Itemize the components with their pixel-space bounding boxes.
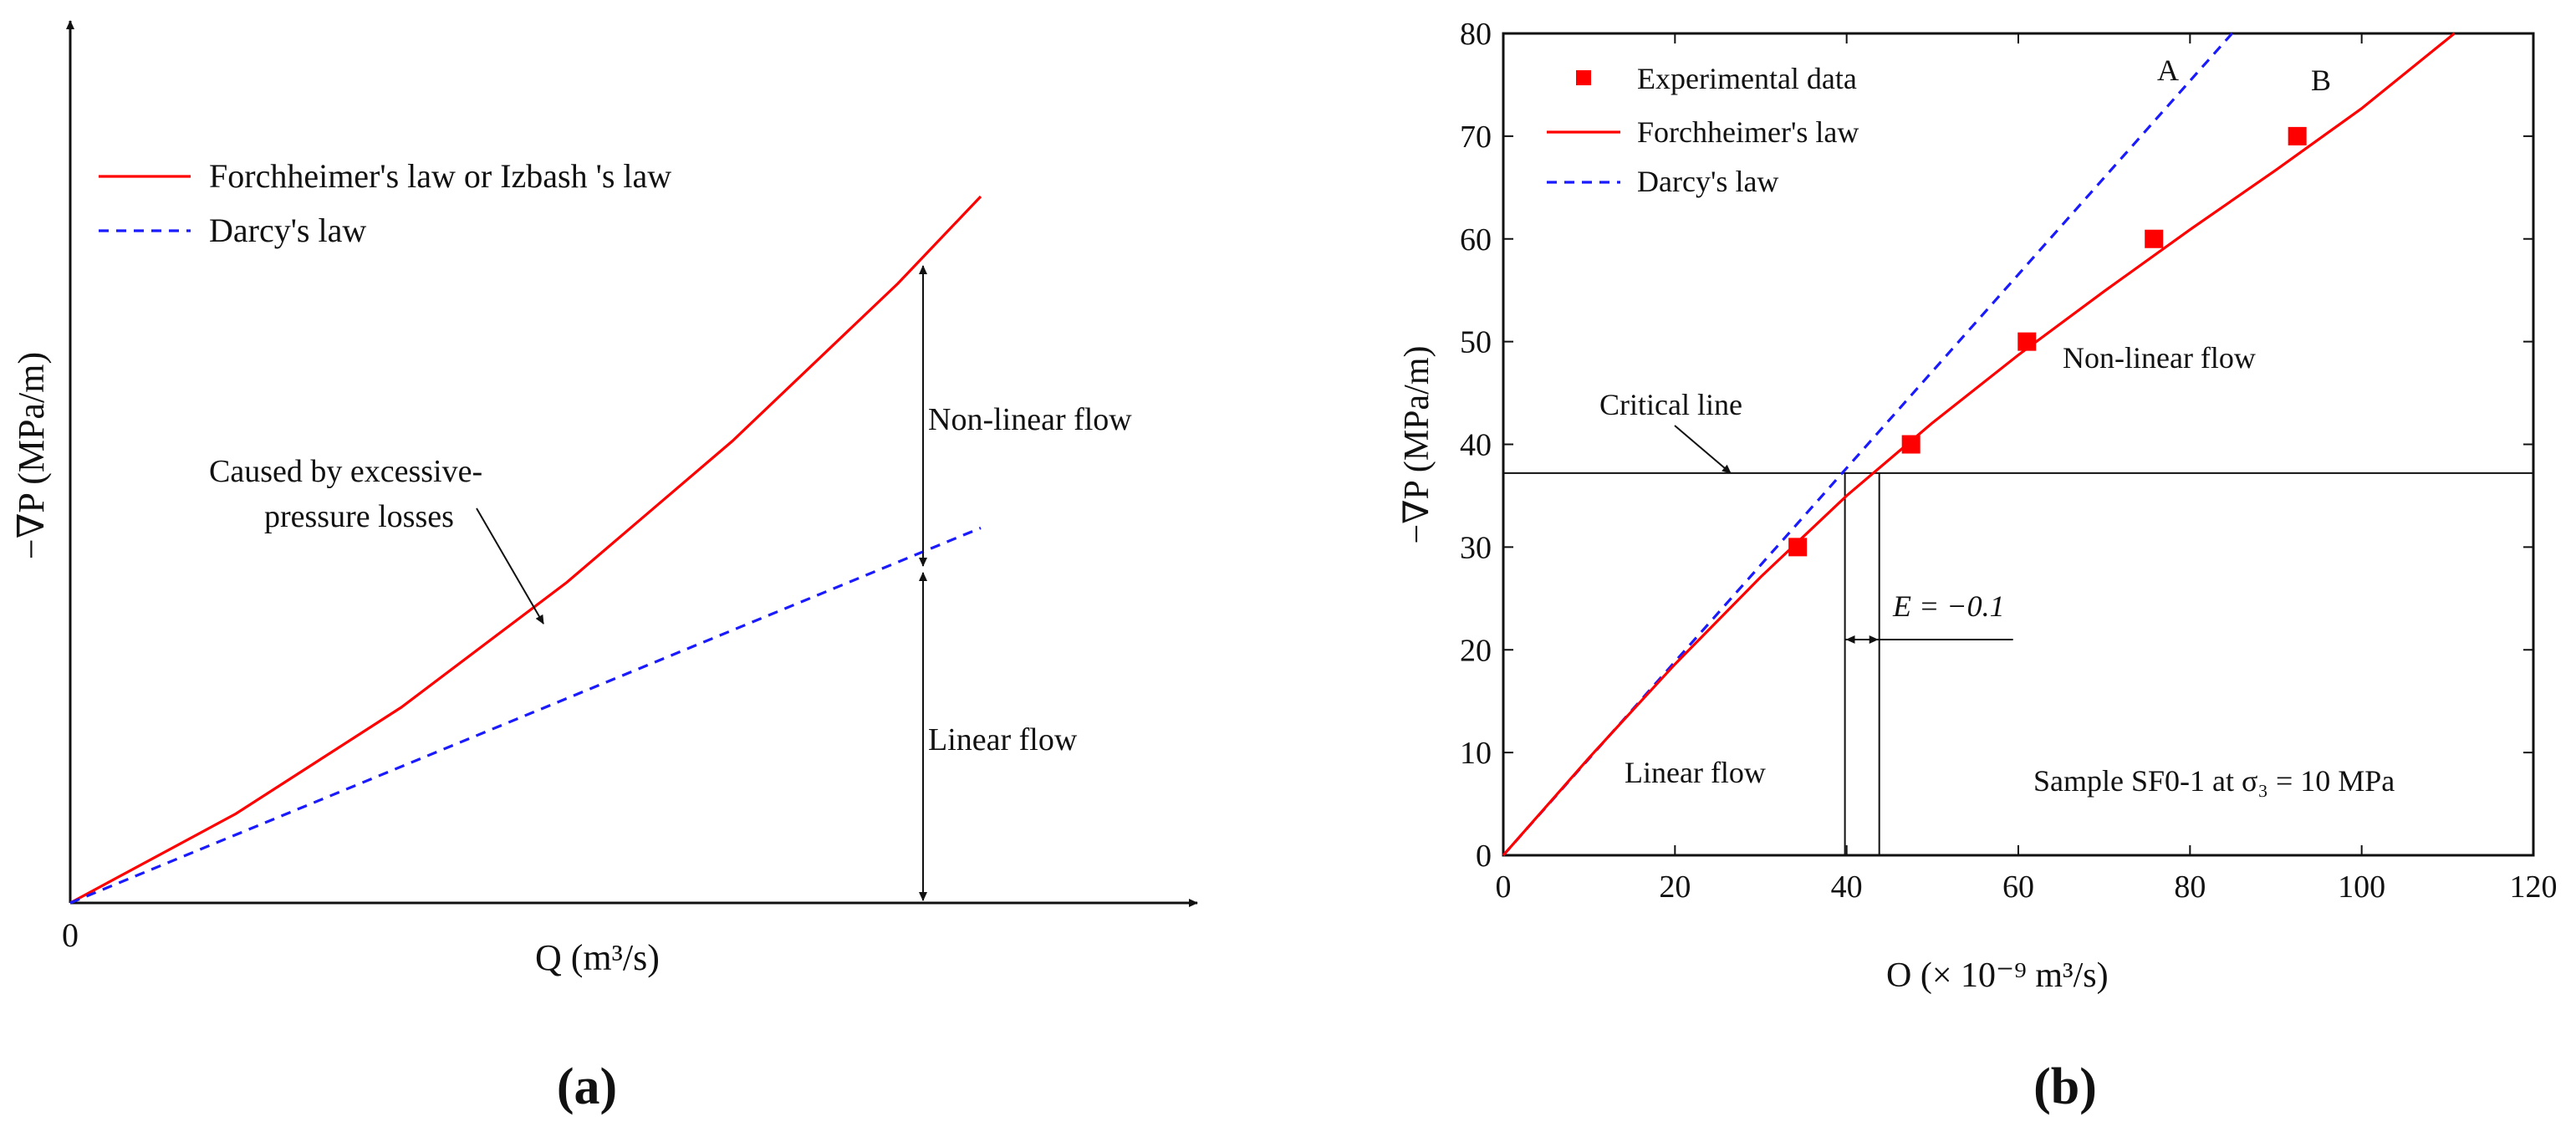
panel-a-nonlinear-label: Non-linear flow	[928, 402, 1132, 437]
panel-b-ticks: 0 20 40 60 80 100 120 0 10 20 30 40 50 60 70 80	[1460, 17, 2558, 905]
panel-b-x-tick-label: 100	[2338, 869, 2385, 905]
panel-b-x-axis-label: O (× 10⁻⁹ m³/s)	[1886, 956, 2109, 995]
panel-b-forchheimer-curve	[1502, 32, 2456, 857]
panel-b-y-axis-label: −∇P (MPa/m)	[1398, 346, 1436, 544]
panel-b-y-tick-label: 20	[1460, 633, 1492, 668]
panel-b-experimental-point	[2288, 126, 2307, 145]
panel-b-y-tick-label: 10	[1460, 736, 1492, 771]
panel-a-caused-label-line2: pressure losses	[264, 499, 454, 534]
panel-b-y-tick-label: 50	[1460, 325, 1492, 360]
panel-b-linear-label: Linear flow	[1625, 756, 1766, 789]
panel-a-caption: (a)	[557, 1058, 617, 1115]
panel-b-x-tick-label: 60	[2002, 869, 2034, 905]
panel-b-y-tick-label: 70	[1460, 120, 1492, 155]
panel-b-experimental-point	[2017, 332, 2037, 351]
panel-a-legend-forchheimer-label: Forchheimer's law or Izbash 's law	[209, 157, 671, 195]
panel-b-x-tick-label: 40	[1831, 869, 1863, 905]
panel-b-legend-darcy-label: Darcy's law	[1637, 165, 1778, 198]
panel-a: Forchheimer's law or Izbash 's law Darcy…	[11, 20, 1198, 1115]
panel-b-y-tick-label: 80	[1460, 17, 1492, 52]
panel-b-sample-label: Sample SF0-1 at σ₃ = 10 MPa	[2033, 764, 2395, 798]
panel-a-caused-label-line1: Caused by excessive-	[209, 454, 482, 489]
panel-b-curve-label-a: A	[2157, 54, 2179, 87]
panel-b-y-tick-label: 30	[1460, 530, 1492, 565]
panel-b-legend-forchheimer-label: Forchheimer's law	[1637, 115, 1859, 149]
panel-b: 0 20 40 60 80 100 120 0 10 20 30 40 50 60 70 80 Experim…	[1398, 17, 2558, 1115]
panel-b-x-tick-label: 20	[1659, 869, 1691, 905]
panel-b-x-tick-label: 80	[2174, 869, 2206, 905]
panel-a-forchheimer-curve	[69, 195, 982, 905]
panel-b-legend-experimental-swatch	[1576, 70, 1591, 85]
panel-b-experimental-point	[1788, 538, 1808, 557]
panel-a-legend-darcy-label: Darcy's law	[209, 212, 366, 249]
panel-b-nonlinear-label: Non-linear flow	[2063, 341, 2256, 375]
panel-b-y-tick-label: 40	[1460, 428, 1492, 463]
panel-b-legend-experimental-label: Experimental data	[1637, 62, 1857, 95]
panel-b-critical-line-arrow	[1674, 425, 1732, 474]
panel-b-curve-label-b: B	[2311, 64, 2331, 97]
panel-b-experimental-point	[2145, 229, 2164, 248]
panel-a-series	[69, 195, 982, 905]
panel-b-e-label: E = −0.1	[1892, 589, 2005, 623]
panel-a-caused-arrow	[476, 507, 544, 625]
panel-b-caption: (b)	[2033, 1058, 2097, 1115]
panel-a-x-axis-label: Q (m³/s)	[535, 937, 660, 978]
panel-b-x-tick-label: 0	[1496, 869, 1512, 905]
panel-b-experimental-point	[1901, 435, 1921, 454]
panel-a-linear-label: Linear flow	[928, 722, 1078, 757]
panel-b-series	[1502, 32, 2456, 857]
panel-b-plot-frame	[1502, 32, 2535, 857]
panel-a-origin-label: 0	[62, 916, 79, 954]
panel-b-y-tick-label: 0	[1476, 839, 1492, 874]
panel-b-critical-line-label: Critical line	[1599, 388, 1742, 421]
panel-b-x-tick-label: 120	[2510, 869, 2558, 905]
panel-a-darcy-line	[69, 527, 982, 905]
panel-b-y-tick-label: 60	[1460, 222, 1492, 258]
panel-b-critical-group	[1503, 472, 2533, 855]
panel-a-y-axis-label: −∇P (MPa/m)	[11, 352, 52, 559]
